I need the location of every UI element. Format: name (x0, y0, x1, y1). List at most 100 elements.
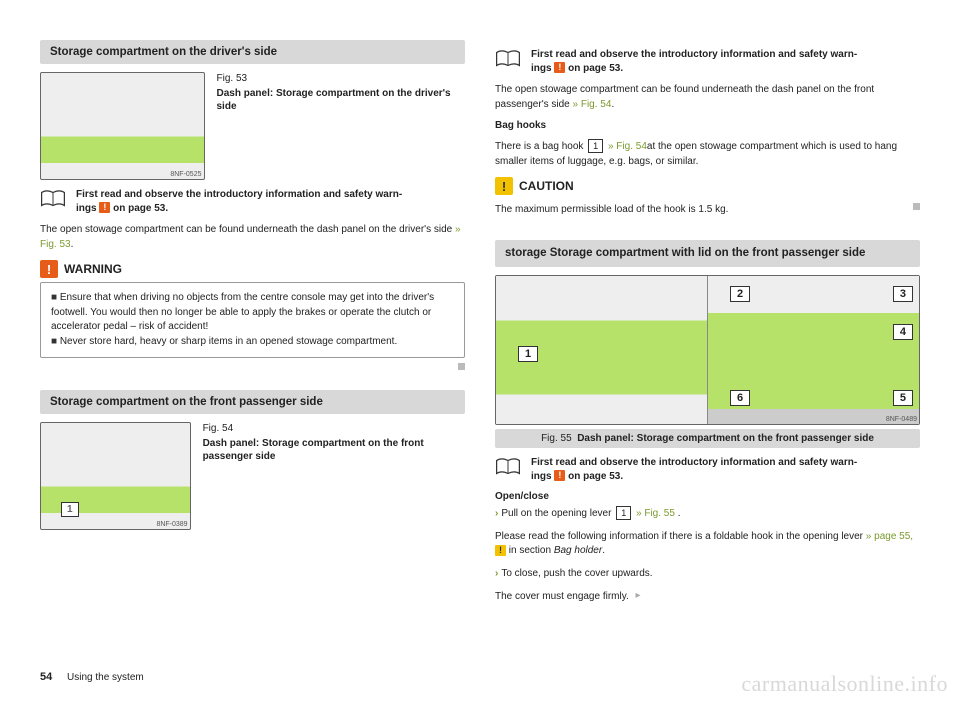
warning-badge-icon: ! (99, 202, 110, 213)
s2: To close, push the cover upwards. (501, 568, 652, 579)
r-p1a: The open stowage compartment can be foun… (495, 84, 851, 95)
figure-54-caption: Fig. 54 Dash panel: Storage compartment … (203, 422, 465, 464)
readfirst-2-l3: on page 53. (565, 63, 623, 74)
s1-fig55: » Fig. 55 (633, 508, 677, 519)
page-section: Using the system (67, 672, 144, 683)
figure-53-row: 8NF-0525 Fig. 53 Dash panel: Storage com… (40, 72, 465, 180)
readfirst-2-l1: First read and observe the introductory … (531, 49, 857, 60)
left-column: Storage compartment on the driver's side… (40, 40, 465, 612)
warning-item-1: Ensure that when driving no objects from… (51, 291, 454, 335)
baghooks-heading: Bag hooks (495, 120, 920, 131)
info-e: . (602, 545, 605, 556)
final-note: The cover must engage firmly. ▸ (495, 589, 920, 604)
readfirst-block-2: First read and observe the introductory … (495, 48, 920, 75)
figure-55-image: 1 2 3 4 5 6 8NF-0489 (495, 275, 920, 425)
body-driver-storage: The open stowage compartment can be foun… (40, 223, 465, 252)
step-open: ›Pull on the opening lever 1 » Fig. 55 . (495, 506, 920, 522)
watermark: carmanualsonline.info (741, 671, 948, 697)
caution-badge-icon: ! (495, 545, 506, 556)
section-end-mark (913, 203, 920, 210)
book-icon (40, 188, 66, 215)
figure-55-caption: Fig. 55 Dash panel: Storage compartment … (495, 429, 920, 448)
warning-badge-icon: ! (554, 470, 565, 481)
figure-53-number: Fig. 53 (217, 72, 466, 86)
readfirst-block-3: First read and observe the introductory … (495, 456, 920, 483)
readfirst-3-l1: First read and observe the introductory … (531, 457, 857, 468)
readfirst-1-l2: ings (76, 203, 99, 214)
section-heading-passenger-lid: storage Storage compartment with lid on … (495, 240, 920, 268)
bullet-icon: › (495, 508, 498, 519)
fig55-callout-2: 2 (730, 286, 750, 302)
info-a: Please read the following information if… (495, 531, 866, 542)
figure-54-number: Fig. 54 (203, 422, 465, 436)
body-passenger-storage: The open stowage compartment can be foun… (495, 83, 920, 112)
caution-label: CAUTION (519, 179, 574, 193)
readfirst-text-1: First read and observe the introductory … (76, 188, 402, 215)
s1a: Pull on the opening lever (501, 508, 614, 519)
book-icon (495, 456, 521, 483)
readfirst-2-l2: ings (531, 63, 554, 74)
callout-num-1: 1 (588, 139, 603, 153)
readfirst-3-l3: on page 53. (565, 471, 623, 482)
section-end-mark (458, 363, 465, 370)
warning-badge-icon: ! (554, 62, 565, 73)
fig55-callout-6: 6 (730, 390, 750, 406)
caution-body: The maximum permissible load of the hook… (495, 203, 920, 218)
manual-page: Storage compartment on the driver's side… (0, 0, 960, 701)
figure-54-image: 1 8NF-0389 (40, 422, 191, 530)
bh-a: There is a bag hook (495, 141, 586, 152)
readfirst-3-l2: ings (531, 471, 554, 482)
figure-54-title: Dash panel: Storage compartment on the f… (203, 438, 424, 463)
figure-53-image: 8NF-0525 (40, 72, 205, 180)
figure-54-row: 1 8NF-0389 Fig. 54 Dash panel: Storage c… (40, 422, 465, 530)
info-d: Bag holder (554, 545, 602, 556)
openclose-heading: Open/close (495, 491, 920, 502)
warning-box: Ensure that when driving no objects from… (40, 282, 465, 358)
step-close: ›To close, push the cover upwards. (495, 567, 920, 582)
figure-55-number: Fig. 55 (541, 433, 572, 444)
fig55-callout-3: 3 (893, 286, 913, 302)
fig55-callout-5: 5 (893, 390, 913, 406)
warning-heading: ! WARNING (40, 260, 465, 278)
bullet-icon: › (495, 568, 498, 579)
r-p1d: . (611, 99, 614, 110)
right-column: First read and observe the introductory … (495, 40, 920, 612)
warning-item-2: Never store hard, heavy or sharp items i… (51, 335, 454, 350)
p1a: The open stowage compartment can be foun… (40, 224, 396, 235)
book-icon (495, 48, 521, 75)
figure-55-code: 8NF-0489 (886, 416, 917, 423)
readfirst-text-2: First read and observe the introductory … (531, 48, 857, 75)
figure-54-code: 8NF-0389 (156, 521, 187, 528)
readfirst-block-1: First read and observe the introductory … (40, 188, 465, 215)
two-column-layout: Storage compartment on the driver's side… (40, 40, 920, 612)
section-heading-driver-storage: Storage compartment on the driver's side (40, 40, 465, 64)
final-text: The cover must engage firmly. (495, 591, 629, 602)
readfirst-text-3: First read and observe the introductory … (531, 456, 857, 483)
caution-heading: ! CAUTION (495, 177, 920, 195)
figure-54-callout-1: 1 (61, 502, 79, 517)
bh-fig54: » Fig. 54 (605, 141, 647, 152)
info-b: » page 55, (866, 531, 913, 542)
fig54-xref: » Fig. 54 (573, 99, 612, 110)
caution-icon: ! (495, 177, 513, 195)
figure-53-code: 8NF-0525 (170, 171, 201, 178)
section-heading-passenger-storage: Storage compartment on the front passeng… (40, 390, 465, 414)
baghooks-body: There is a bag hook 1 » Fig. 54at the op… (495, 139, 920, 169)
page-number: 54 (40, 671, 52, 683)
readfirst-1-l1: First read and observe the introductory … (76, 189, 402, 200)
p1d: . (71, 239, 74, 250)
callout-num-1b: 1 (616, 506, 631, 520)
figure-53-title: Dash panel: Storage compartment on the d… (217, 88, 451, 113)
page-footer: 54 Using the system (40, 671, 144, 683)
continue-icon: ▸ (636, 589, 641, 604)
fig55-callout-4: 4 (893, 324, 913, 340)
p1b: driver's side (399, 224, 455, 235)
readfirst-1-l3: on page 53. (110, 203, 168, 214)
info-c: in section (506, 545, 554, 556)
info-foldable-hook: Please read the following information if… (495, 530, 920, 559)
figure-53-caption: Fig. 53 Dash panel: Storage compartment … (217, 72, 466, 114)
warning-icon: ! (40, 260, 58, 278)
figure-55-title: Dash panel: Storage compartment on the f… (577, 433, 874, 444)
warning-label: WARNING (64, 262, 122, 276)
caution-text: The maximum permissible load of the hook… (495, 204, 728, 215)
